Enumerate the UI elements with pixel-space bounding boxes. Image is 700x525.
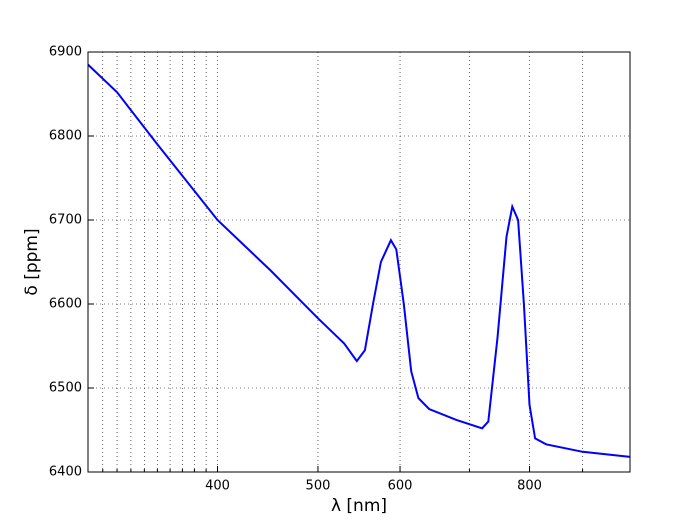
x-tick-label: 500: [306, 479, 331, 494]
x-tick-label: 600: [388, 479, 413, 494]
y-axis-label: δ [ppm]: [22, 228, 42, 295]
x-tick-label: 800: [517, 479, 542, 494]
y-tick-label: 6400: [49, 465, 82, 480]
y-tick-label: 6500: [49, 381, 82, 396]
y-tick-label: 6700: [49, 213, 82, 228]
x-axis-label: λ [nm]: [331, 496, 387, 516]
y-tick-label: 6900: [49, 45, 82, 60]
x-tick-label: 400: [205, 479, 230, 494]
plot-frame: [87, 51, 631, 473]
data-line: [87, 63, 631, 458]
y-tick-label: 6600: [49, 297, 82, 312]
y-tick-label: 6800: [49, 129, 82, 144]
